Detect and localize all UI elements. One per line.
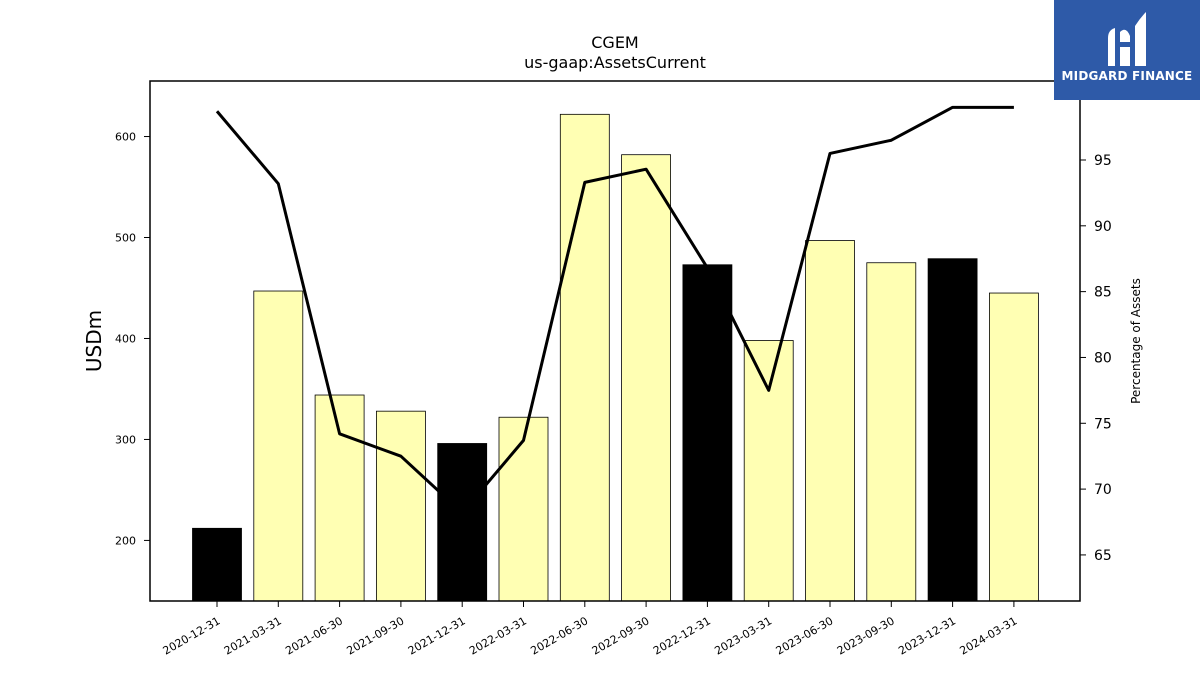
y-tick-label: 200 [115,534,136,547]
bar [192,527,242,602]
bar [253,290,304,602]
y-tick-label: 500 [115,232,136,245]
y2-tick-label: 65 [1094,548,1112,564]
y-axis-label: USDm [82,310,106,372]
y-axis: 200 300 400 500 600 [115,131,150,547]
chart-title: CGEM [591,33,638,52]
x-tick-label: 2021-12-31 [406,614,468,657]
line-series [215,105,1014,515]
bar [559,113,610,602]
y2-tick-label: 80 [1094,350,1112,366]
x-axis: 2020-12-31 2021-03-31 2021-06-30 2021-09-30… [161,601,1020,658]
x-tick-label: 2022-09-30 [590,614,652,657]
x-tick-label: 2023-06-30 [774,614,836,657]
y2-axis: 65 70 75 80 85 90 95 [1080,153,1112,564]
y2-tick-label: 70 [1094,482,1112,498]
x-tick-label: 2021-09-30 [345,614,407,657]
plot-frame [149,80,1081,602]
x-tick-label: 2022-12-31 [651,614,713,657]
bar [989,292,1039,602]
x-tick-label: 2023-03-31 [712,614,774,657]
x-tick-label: 2021-06-30 [283,614,345,657]
logo-text: MIDGARD FINANCE [1061,69,1193,83]
bar [805,240,855,602]
bar [314,394,365,602]
bars-layer [192,113,1039,602]
y-tick-label: 600 [115,131,136,144]
midgard-finance-logo: MIDGARD FINANCE [1054,0,1200,100]
x-tick-label: 2023-09-30 [835,614,897,657]
x-tick-label: 2021-03-31 [222,614,284,657]
bar [682,264,733,602]
chart-subtitle: us-gaap:AssetsCurrent [524,53,706,72]
x-tick-label: 2023-12-31 [896,614,958,657]
x-tick-label: 2022-03-31 [467,614,529,657]
x-tick-label: 2024-03-31 [958,614,1020,657]
y2-tick-label: 85 [1094,285,1112,301]
bar [621,154,671,602]
y2-tick-label: 95 [1094,153,1112,169]
x-tick-label: 2020-12-31 [161,614,223,657]
bar [437,443,488,602]
y2-tick-label: 75 [1094,416,1112,432]
bar [866,262,917,602]
bar [743,340,794,602]
y-tick-label: 400 [115,332,136,345]
y-tick-label: 300 [115,433,136,446]
bar [375,410,426,602]
bar [498,416,549,602]
line-layer [215,105,1014,515]
bar [927,258,978,602]
y2-tick-label: 90 [1094,219,1112,235]
x-tick-label: 2022-06-30 [528,614,590,657]
logo-mark-icon [1108,12,1146,66]
y2-axis-label: Percentage of Assets [1129,278,1143,404]
